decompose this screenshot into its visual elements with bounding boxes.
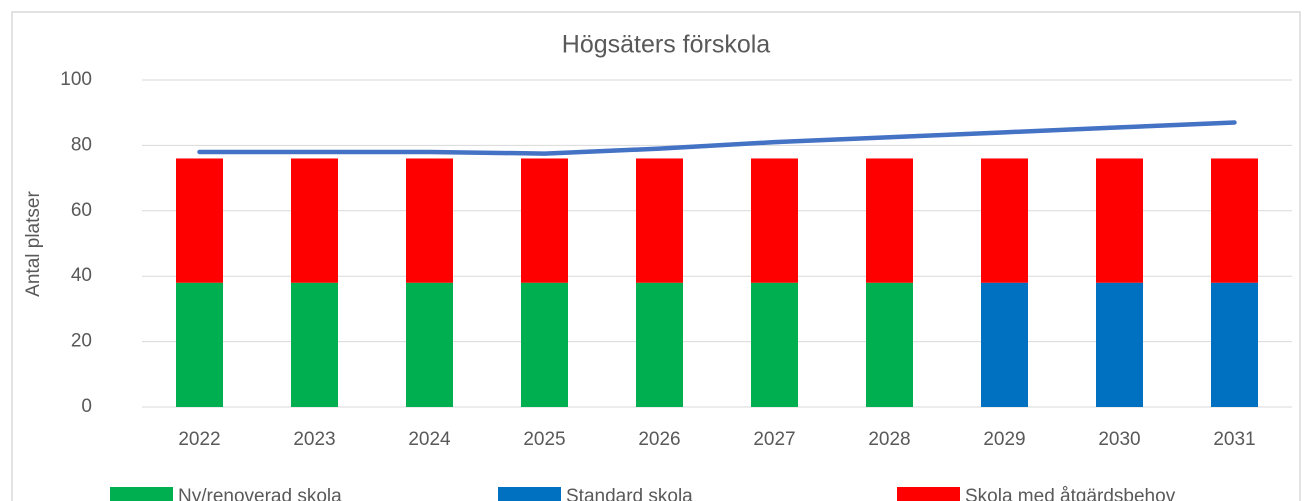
bar-segment	[636, 282, 683, 407]
y-tick-label: 80	[71, 134, 92, 155]
bar-segment	[981, 282, 1028, 407]
x-tick-label: 2027	[753, 429, 795, 450]
bar-segment	[521, 282, 568, 407]
bar-segment	[406, 158, 453, 283]
bar-segment	[176, 282, 223, 407]
x-tick-label: 2022	[178, 429, 220, 450]
x-tick-label: 2030	[1098, 429, 1140, 450]
bar-segment	[176, 158, 223, 283]
x-tick-label: 2023	[293, 429, 335, 450]
bar-segment	[751, 282, 798, 407]
chart-title: Högsäters förskola	[562, 31, 771, 59]
legend-swatch	[110, 487, 173, 501]
y-tick-label: 60	[71, 200, 92, 221]
bar-segment	[291, 158, 338, 283]
x-tick-label: 2025	[523, 429, 565, 450]
bar-segment	[291, 282, 338, 407]
bar-segment	[406, 282, 453, 407]
legend-label: Ny/renoverad skola	[178, 486, 342, 501]
bar-segment	[1096, 158, 1143, 283]
y-tick-label: 40	[71, 265, 92, 286]
bar-segment	[866, 158, 913, 283]
y-tick-label: 100	[60, 69, 92, 90]
x-tick-label: 2026	[638, 429, 680, 450]
legend-label: Skola med åtgärdsbehov	[965, 486, 1176, 501]
y-tick-label: 0	[81, 396, 92, 417]
x-tick-label: 2028	[868, 429, 910, 450]
legend-swatch	[498, 487, 561, 501]
y-axis-label: Antal platser	[23, 191, 44, 297]
legend-label: Standard skola	[566, 486, 693, 501]
legend-swatch	[897, 487, 960, 501]
x-tick-label: 2031	[1213, 429, 1255, 450]
bar-segment	[751, 158, 798, 283]
bar-segment	[636, 158, 683, 283]
bar-segment	[1211, 282, 1258, 407]
bar-segment	[866, 282, 913, 407]
line-series	[197, 120, 1237, 156]
bar-segment	[1211, 158, 1258, 283]
bar-segment	[981, 158, 1028, 283]
y-tick-label: 20	[71, 331, 92, 352]
x-tick-label: 2024	[408, 429, 451, 450]
x-tick-label: 2029	[983, 429, 1025, 450]
bar-segment	[521, 158, 568, 283]
bar-segment	[1096, 282, 1143, 407]
